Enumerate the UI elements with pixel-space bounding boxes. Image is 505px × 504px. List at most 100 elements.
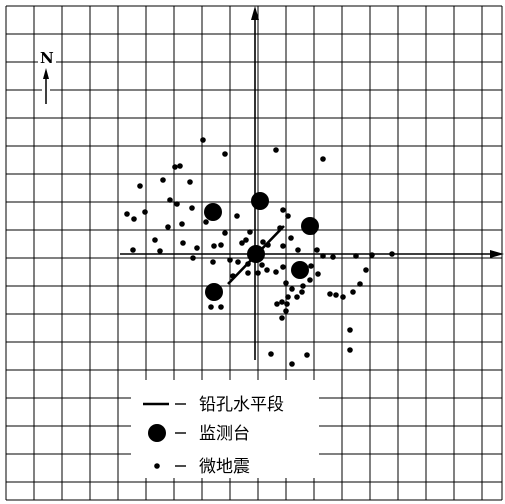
microquake-dot bbox=[307, 277, 313, 283]
microquake-dot bbox=[189, 205, 195, 211]
microquake-dot bbox=[300, 283, 306, 289]
station-dot bbox=[205, 283, 223, 301]
microquake-dot bbox=[243, 237, 249, 243]
legend-item-borehole: 铅孔水平段 bbox=[143, 395, 284, 415]
microquake-dot bbox=[315, 271, 321, 277]
microquake-dot bbox=[167, 197, 173, 203]
microquake-dots bbox=[124, 137, 395, 367]
station-swatch bbox=[148, 424, 166, 442]
legend-item-microquake: 微地震 bbox=[154, 457, 250, 477]
microquake-dot bbox=[255, 270, 261, 276]
microquake-dot bbox=[295, 247, 301, 253]
microquake-dot bbox=[350, 289, 356, 295]
microquake-dot bbox=[279, 299, 285, 305]
microquake-dot bbox=[280, 207, 286, 213]
station-dot bbox=[247, 245, 265, 263]
microquake-dot bbox=[247, 229, 253, 235]
microquake-dot bbox=[320, 253, 326, 259]
monitoring-stations bbox=[204, 192, 319, 301]
microquake-dot bbox=[304, 352, 310, 358]
microquake-dot bbox=[230, 273, 236, 279]
microquake-dot bbox=[222, 151, 228, 157]
microquake-dot bbox=[200, 137, 206, 143]
microquake-dot bbox=[264, 267, 270, 273]
microquake-dot bbox=[259, 262, 265, 268]
microquake-dot bbox=[283, 308, 289, 314]
microquake-dot bbox=[137, 183, 143, 189]
microquake-dot bbox=[174, 201, 180, 207]
microquake-dot bbox=[265, 242, 271, 248]
microquake-dot bbox=[245, 270, 251, 276]
microquake-dot bbox=[222, 230, 228, 236]
microquake-dot bbox=[273, 269, 279, 275]
microquake-dot bbox=[152, 237, 158, 243]
microquake-dot bbox=[142, 209, 148, 215]
microquake-dot bbox=[194, 245, 200, 251]
microquake-dot bbox=[284, 301, 290, 307]
microquake-dot bbox=[235, 259, 241, 265]
station-dot bbox=[291, 261, 309, 279]
station-dot bbox=[301, 217, 319, 235]
microquake-dot bbox=[234, 213, 240, 219]
microquake-dot bbox=[218, 304, 224, 310]
microquake-dot bbox=[280, 264, 286, 270]
microquake-dot bbox=[299, 289, 305, 295]
microquake-dot bbox=[363, 267, 369, 273]
microquake-dot bbox=[330, 254, 336, 260]
arrowhead-icon bbox=[490, 250, 504, 258]
microquake-dot bbox=[289, 361, 295, 367]
microquake-dot bbox=[273, 147, 279, 153]
microquake-dot bbox=[203, 219, 209, 225]
microquake-dot bbox=[288, 235, 294, 241]
microquake-dot bbox=[347, 347, 353, 353]
microquake-dot bbox=[347, 327, 353, 333]
arrowhead-icon bbox=[251, 6, 259, 20]
microquake-dot bbox=[369, 252, 375, 258]
microquake-dot bbox=[279, 315, 285, 321]
legend-label-borehole: 铅孔水平段 bbox=[199, 395, 284, 415]
microquake-dot bbox=[157, 248, 163, 254]
microquake-dot bbox=[239, 240, 245, 246]
microquake-dot bbox=[208, 304, 214, 310]
legend-label-microquake: 微地震 bbox=[199, 457, 250, 477]
station-dot bbox=[251, 192, 269, 210]
microquake-dot bbox=[131, 216, 137, 222]
microquake-dot bbox=[260, 239, 266, 245]
north-label-bg bbox=[38, 48, 56, 66]
microquake-dot bbox=[280, 243, 286, 249]
microquake-dot bbox=[320, 156, 326, 162]
microquake-dot bbox=[268, 351, 274, 357]
microquake-dot bbox=[277, 225, 283, 231]
microquake-dot bbox=[179, 221, 185, 227]
station-dot bbox=[204, 203, 222, 221]
north-arrowhead-icon bbox=[43, 68, 49, 79]
microquake-dot bbox=[172, 164, 178, 170]
microquake-dot bbox=[124, 211, 130, 217]
microquake-dot bbox=[340, 294, 346, 300]
microquake-dot bbox=[357, 281, 363, 287]
legend-item-station: 监测台 bbox=[148, 424, 250, 444]
microquake-dot bbox=[210, 259, 216, 265]
microquake-dot bbox=[289, 286, 295, 292]
microquake-dot bbox=[314, 247, 320, 253]
microquake-dot bbox=[285, 294, 291, 300]
microquake-dot bbox=[187, 179, 193, 185]
legend-label-station: 监测台 bbox=[199, 424, 250, 444]
legend: 铅孔水平段 监测台 微地震 bbox=[131, 380, 319, 478]
microquake-dot bbox=[353, 253, 359, 259]
microquake-dot bbox=[274, 301, 280, 307]
microquake-dot bbox=[160, 177, 166, 183]
microquake-dot bbox=[283, 280, 289, 286]
microquake-dot bbox=[245, 261, 251, 267]
microquake-dot bbox=[180, 240, 186, 246]
microquake-dot bbox=[285, 213, 291, 219]
microquake-dot bbox=[333, 292, 339, 298]
axes bbox=[120, 6, 504, 360]
microquake-dot bbox=[177, 163, 183, 169]
north-label: N bbox=[40, 49, 54, 67]
microquake-dot bbox=[211, 243, 217, 249]
microquake-dot bbox=[294, 294, 300, 300]
microquake-dot bbox=[130, 247, 136, 253]
